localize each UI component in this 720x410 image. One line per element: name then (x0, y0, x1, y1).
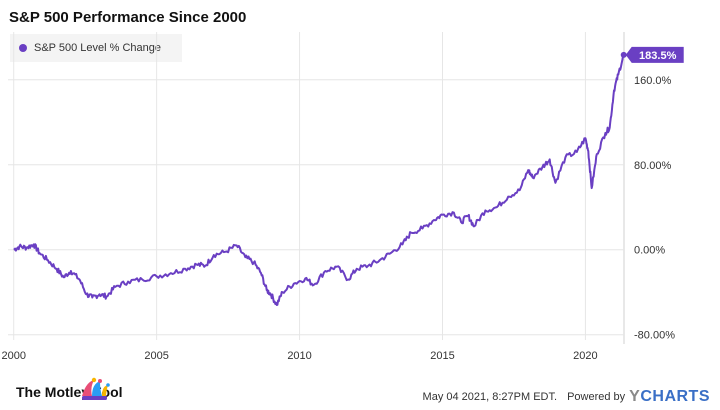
ycharts-logo: YCHARTS (629, 388, 710, 405)
series-line (13, 54, 625, 306)
x-tick-label: 2020 (573, 350, 597, 362)
powered-by-label: Powered by (567, 391, 626, 403)
jester-hat-icon (82, 377, 110, 400)
motley-fool-logo: The Motley Fool (10, 377, 123, 404)
y-tick-label: 160.0% (634, 75, 672, 87)
chart-title: S&P 500 Performance Since 2000 (9, 9, 247, 26)
x-tick-label: 2010 (287, 350, 311, 362)
x-tick-label: 2000 (1, 350, 25, 362)
legend-label: S&P 500 Level % Change (34, 42, 161, 54)
legend: S&P 500 Level % Change (10, 34, 182, 62)
footer-attribution: May 04 2021, 8:27PM EDT. Powered by YCHA… (423, 388, 710, 406)
end-value-label: 183.5% (639, 50, 677, 62)
x-tick-label: 2015 (430, 350, 454, 362)
end-value-badge (625, 46, 684, 63)
y-tick-label: 0.00% (634, 245, 665, 257)
timestamp: May 04 2021, 8:27PM EDT. (422, 391, 558, 403)
y-tick-label: -80.00% (634, 330, 675, 342)
x-tick-label: 2005 (144, 350, 168, 362)
y-tick-label: 80.00% (634, 160, 672, 172)
series-endpoint (620, 51, 627, 58)
legend-marker (19, 44, 27, 52)
